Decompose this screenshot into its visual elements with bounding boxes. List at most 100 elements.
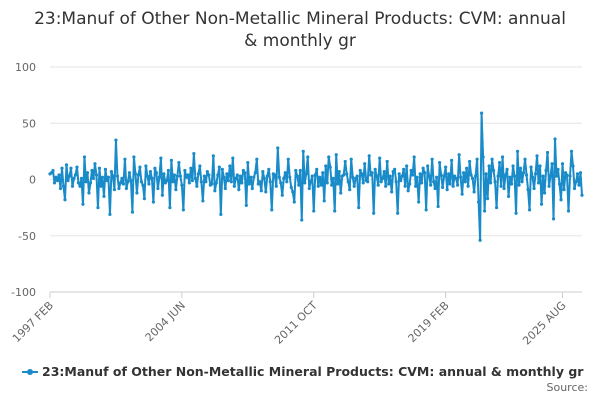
data-point[interactable] (168, 206, 172, 210)
data-point[interactable] (237, 188, 241, 192)
data-point[interactable] (521, 171, 526, 175)
data-point[interactable] (87, 191, 91, 195)
data-point[interactable] (535, 154, 539, 158)
data-point[interactable] (157, 175, 161, 179)
data-point[interactable] (201, 199, 205, 203)
data-point[interactable] (363, 162, 367, 166)
data-point[interactable] (496, 174, 500, 178)
data-point[interactable] (154, 171, 158, 175)
data-point[interactable] (337, 170, 341, 174)
data-point[interactable] (414, 184, 418, 188)
data-point[interactable] (333, 209, 337, 213)
data-point[interactable] (448, 182, 452, 186)
data-point[interactable] (210, 182, 214, 186)
data-point[interactable] (399, 179, 403, 183)
data-point[interactable] (243, 171, 247, 175)
data-point[interactable] (144, 164, 148, 168)
data-point[interactable] (322, 199, 326, 203)
data-point[interactable] (198, 164, 202, 168)
data-point[interactable] (503, 173, 508, 177)
data-point[interactable] (114, 138, 118, 142)
data-point[interactable] (274, 184, 278, 188)
data-point[interactable] (319, 183, 323, 187)
data-point[interactable] (226, 179, 230, 183)
data-point[interactable] (512, 174, 517, 178)
data-point[interactable] (412, 155, 416, 159)
data-point[interactable] (357, 206, 361, 210)
data-point[interactable] (111, 174, 115, 178)
data-point[interactable] (246, 161, 250, 165)
data-point[interactable] (560, 162, 565, 166)
data-point[interactable] (334, 153, 338, 157)
data-point[interactable] (217, 165, 221, 169)
data-point[interactable] (488, 181, 493, 185)
data-point[interactable] (324, 164, 328, 168)
data-point[interactable] (515, 149, 520, 153)
data-point[interactable] (433, 186, 437, 191)
data-point[interactable] (313, 173, 317, 177)
data-point[interactable] (118, 181, 123, 185)
data-point[interactable] (187, 181, 191, 185)
data-point[interactable] (378, 156, 382, 160)
data-point[interactable] (199, 180, 203, 184)
data-point[interactable] (432, 180, 436, 184)
data-point[interactable] (505, 167, 509, 171)
data-point[interactable] (514, 211, 518, 215)
data-point[interactable] (66, 179, 70, 183)
data-point[interactable] (520, 180, 524, 184)
data-point[interactable] (186, 173, 190, 177)
data-point[interactable] (565, 173, 569, 177)
data-point[interactable] (424, 208, 428, 212)
data-point[interactable] (343, 159, 347, 164)
data-point[interactable] (265, 174, 269, 178)
data-point[interactable] (258, 180, 262, 184)
data-point[interactable] (303, 181, 307, 185)
data-point[interactable] (524, 173, 529, 177)
data-point[interactable] (255, 157, 259, 161)
data-point[interactable] (471, 176, 475, 180)
data-point[interactable] (490, 157, 494, 161)
data-point[interactable] (316, 184, 320, 188)
data-point[interactable] (211, 154, 215, 158)
data-point[interactable] (280, 193, 284, 197)
data-point[interactable] (575, 172, 580, 176)
data-point[interactable] (511, 164, 515, 168)
data-point[interactable] (220, 167, 224, 171)
data-point[interactable] (97, 166, 102, 170)
data-point[interactable] (484, 172, 488, 176)
data-point[interactable] (482, 209, 487, 213)
data-point[interactable] (330, 183, 334, 187)
data-point[interactable] (491, 168, 496, 173)
data-point[interactable] (339, 191, 343, 195)
data-point[interactable] (545, 150, 550, 155)
data-point[interactable] (94, 173, 99, 177)
data-point[interactable] (174, 188, 178, 192)
data-point[interactable] (202, 174, 206, 178)
data-point[interactable] (391, 170, 395, 174)
data-point[interactable] (283, 171, 287, 175)
data-point[interactable] (106, 175, 111, 179)
data-point[interactable] (72, 176, 76, 180)
data-point[interactable] (556, 167, 560, 171)
data-point[interactable] (423, 171, 427, 175)
data-point[interactable] (518, 166, 523, 170)
data-point[interactable] (310, 174, 314, 178)
data-point[interactable] (205, 170, 209, 174)
data-point[interactable] (527, 208, 532, 212)
data-point[interactable] (273, 173, 277, 177)
data-point[interactable] (142, 197, 147, 201)
data-point[interactable] (159, 156, 163, 160)
data-point[interactable] (553, 137, 557, 141)
data-point[interactable] (369, 173, 373, 177)
data-point[interactable] (538, 164, 542, 168)
data-point[interactable] (417, 200, 421, 204)
data-point[interactable] (175, 174, 179, 178)
data-point[interactable] (325, 181, 329, 185)
data-point[interactable] (529, 165, 533, 169)
data-point[interactable] (277, 175, 281, 179)
data-point[interactable] (408, 182, 412, 186)
data-point[interactable] (138, 165, 142, 169)
data-point[interactable] (133, 172, 138, 176)
data-point[interactable] (105, 179, 109, 183)
data-point[interactable] (276, 146, 280, 150)
